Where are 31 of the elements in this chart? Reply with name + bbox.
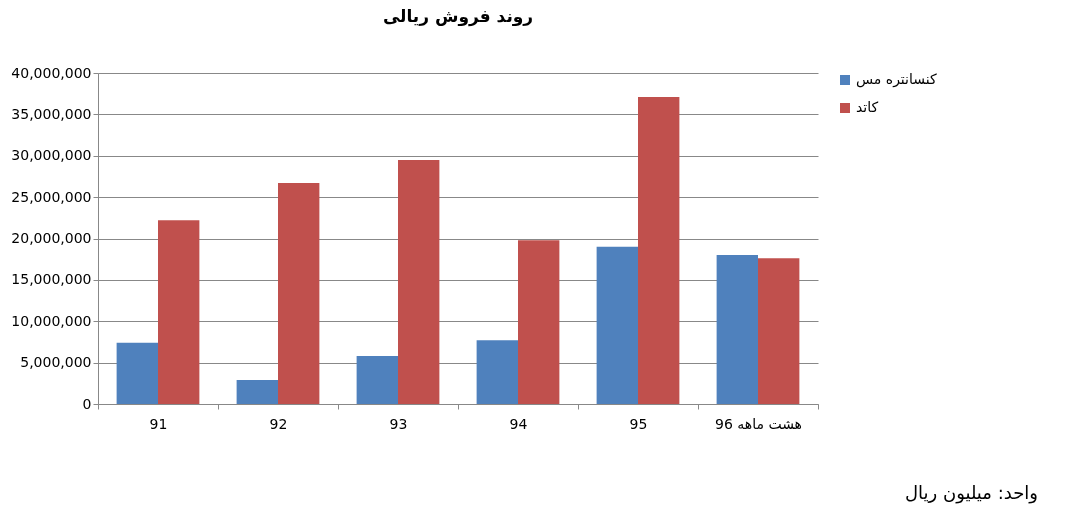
x-tick-label: 91 bbox=[149, 415, 168, 432]
bar bbox=[116, 342, 158, 404]
y-tick-label: 35,000,000 bbox=[11, 105, 92, 122]
bar bbox=[158, 220, 200, 404]
y-tick-label: 10,000,000 bbox=[11, 312, 92, 329]
bar bbox=[638, 97, 680, 404]
bar bbox=[476, 340, 518, 404]
bar bbox=[596, 246, 638, 404]
legend-label: کاتد bbox=[856, 99, 879, 115]
y-tick-label: 0 bbox=[82, 395, 92, 412]
bar bbox=[518, 240, 560, 404]
x-tick-label: 94 bbox=[509, 415, 528, 432]
y-tick-label: 5,000,000 bbox=[20, 354, 92, 371]
x-tick-label: هشت ماهه 96 bbox=[714, 415, 803, 432]
bar bbox=[236, 380, 278, 404]
y-tick-label: 25,000,000 bbox=[11, 188, 92, 205]
bar bbox=[758, 258, 800, 404]
y-tick-label: 40,000,000 bbox=[11, 64, 92, 81]
legend-label: کنسانتره مس bbox=[856, 71, 937, 88]
y-tick-label: 15,000,000 bbox=[11, 271, 92, 288]
bar bbox=[356, 356, 398, 404]
x-tick-label: 92 bbox=[269, 415, 288, 432]
y-tick-label: 20,000,000 bbox=[11, 230, 92, 246]
text: واحد: میلیون ریال bbox=[904, 482, 1038, 503]
bar bbox=[716, 255, 758, 404]
x-tick-label: 95 bbox=[629, 415, 648, 432]
chart-title: روند فروش ریالی bbox=[382, 6, 534, 27]
bar bbox=[398, 159, 440, 404]
bar bbox=[278, 183, 320, 404]
x-tick-label: 93 bbox=[389, 415, 408, 432]
y-tick-label: 30,000,000 bbox=[11, 147, 92, 164]
